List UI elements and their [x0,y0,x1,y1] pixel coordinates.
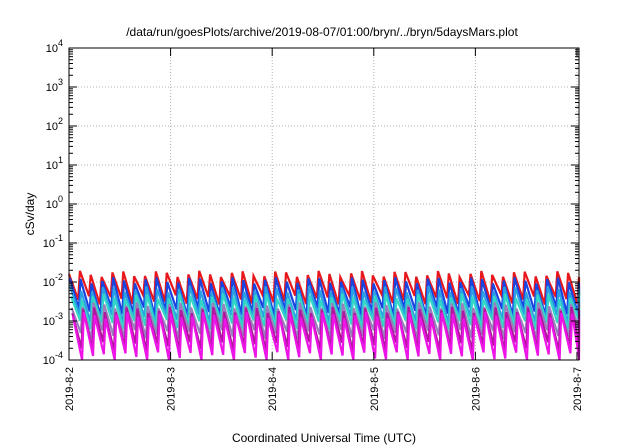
y-axis: 10-4 10-3 10-2 10-1 100 101 102 103 104 [43,38,579,367]
x-tick-label: 2019-8-3 [166,367,178,411]
y-tick-label: 101 [46,155,63,172]
y-tick-label: 10-2 [43,272,63,289]
x-axis: 2019-8-2 2019-8-3 2019-8-4 2019-8-5 2019-8-6… [64,48,584,411]
data-series [67,270,581,361]
x-tick-label: 2019-8-4 [267,367,279,411]
y-tick-label: 10-3 [43,311,63,328]
x-axis-label: Coordinated Universal Time (UTC) [232,431,416,445]
y-tick-label: 104 [46,38,63,55]
y-tick-label: 10-4 [43,350,63,367]
series-line [67,270,581,305]
x-tick-label: 2019-8-6 [470,367,482,411]
y-tick-label: 103 [46,77,63,94]
x-tick-label: 2019-8-7 [572,367,584,411]
y-tick-label: 10-1 [43,233,63,250]
x-tick-label: 2019-8-5 [369,367,381,411]
grid-lines [69,48,579,360]
y-tick-label: 102 [46,116,63,133]
x-tick-label: 2019-8-2 [64,367,76,411]
y-tick-label: 100 [46,194,63,211]
chart-title: /data/run/goesPlots/archive/2019-08-07/0… [126,25,518,39]
y-axis-label: cSv/day [23,193,37,236]
series-line [71,311,581,361]
